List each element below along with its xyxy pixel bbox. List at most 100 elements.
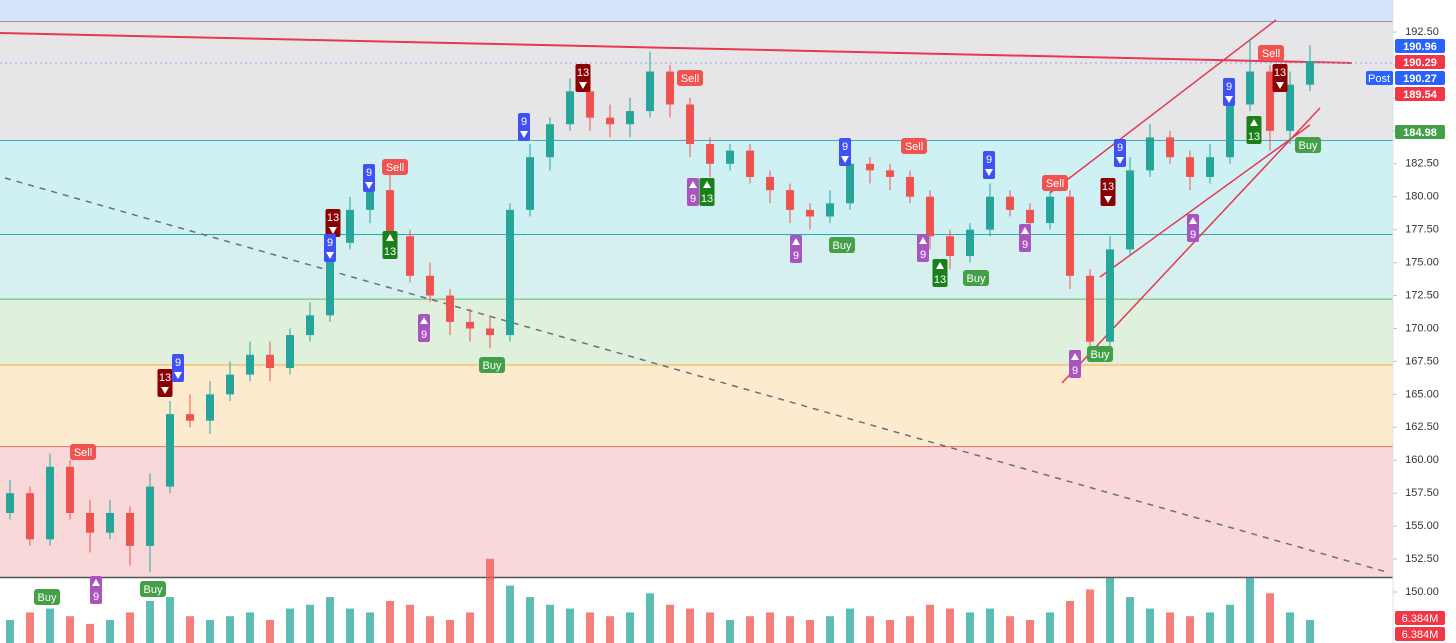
volume-bar — [1246, 577, 1254, 643]
signal-box — [677, 70, 703, 86]
y-tick-label: 172.50 — [1405, 289, 1439, 301]
volume-bar — [1286, 612, 1294, 643]
volume-bar — [626, 612, 634, 643]
signal-box — [687, 178, 699, 206]
price-tag-label: 190.96 — [1403, 41, 1437, 53]
y-tick-label: 160.00 — [1405, 454, 1439, 466]
volume-bar — [766, 612, 774, 643]
channel-line — [1061, 107, 1321, 384]
volume-bar — [406, 604, 414, 643]
volume-tag — [1395, 611, 1445, 625]
signals: Buy 9 Buy Sell 13 9 13 9 9 Sell 13 9 Buy 9 13 Sell 9 13 9 S… — [34, 45, 1321, 605]
signal-box — [1019, 224, 1031, 252]
volume-bar — [1106, 577, 1114, 643]
candle-body — [1086, 275, 1094, 342]
signal-arrow — [174, 372, 182, 379]
level-band — [0, 447, 1393, 578]
signal-text: Buy — [1091, 349, 1110, 361]
volume-bar — [786, 616, 794, 643]
signal-arrow — [1189, 217, 1197, 224]
signal-label: 9 — [839, 138, 851, 166]
volume-bar — [986, 608, 994, 643]
candle-body — [246, 354, 254, 375]
volume-bar — [66, 616, 74, 643]
signal-text: 13 — [1102, 181, 1114, 193]
candle-body — [426, 275, 434, 296]
volume-bar — [1226, 604, 1234, 643]
signal-label: 9 — [983, 151, 995, 179]
signal-box — [382, 231, 398, 259]
signal-box — [1246, 116, 1262, 144]
signal-box — [325, 209, 341, 237]
signal-label: 13 — [699, 178, 715, 206]
signal-box — [34, 589, 60, 605]
candle-body — [666, 71, 674, 105]
candle-body — [966, 229, 974, 257]
candle-body — [946, 236, 954, 257]
signal-label: 13 — [1246, 116, 1262, 144]
volume-bar — [966, 612, 974, 643]
candle-body — [1066, 196, 1074, 276]
signal-label: 13 — [932, 259, 948, 287]
candle-body — [166, 414, 174, 487]
signal-label: 9 — [90, 576, 102, 604]
signal-arrow — [420, 317, 428, 324]
signal-text: Sell — [905, 141, 923, 153]
signal-box — [70, 444, 96, 460]
signal-arrow — [1071, 353, 1079, 360]
signal-text: 9 — [1022, 239, 1028, 251]
volume-bar — [246, 612, 254, 643]
dashed-trend-line — [4, 177, 1391, 574]
signal-arrow — [579, 82, 587, 89]
volume-bar — [6, 620, 14, 643]
signal-arrow — [161, 387, 169, 394]
volume-bar — [366, 612, 374, 643]
candle-body — [846, 163, 854, 204]
signal-text: 9 — [842, 141, 848, 153]
signal-box — [1042, 175, 1068, 191]
candle-body — [746, 150, 754, 177]
signal-arrow — [326, 252, 334, 259]
signal-box — [575, 64, 591, 92]
signal-text: 9 — [1117, 142, 1123, 154]
volume-bar — [1066, 600, 1074, 643]
signal-label: Sell — [382, 159, 408, 175]
volume-bar — [1186, 616, 1194, 643]
signal-box — [839, 138, 851, 166]
candle-body — [526, 157, 534, 210]
volume-bar — [286, 608, 294, 643]
volume-tag-label: 6.384M — [1402, 629, 1439, 641]
candle-body — [6, 493, 14, 513]
signal-text: 13 — [1274, 67, 1286, 79]
signal-text: 13 — [577, 67, 589, 79]
signal-label: 9 — [1114, 139, 1126, 167]
candle-body — [446, 295, 454, 322]
candle-body — [326, 242, 334, 316]
signal-text: 13 — [159, 372, 171, 384]
volume-bar — [1006, 616, 1014, 643]
candle-body — [286, 335, 294, 369]
signal-arrow — [1250, 119, 1258, 126]
volume-bar — [1266, 593, 1274, 643]
signal-label: 13 — [575, 64, 591, 92]
signal-box — [157, 369, 173, 397]
volume-bar — [686, 608, 694, 643]
price-tag — [1395, 55, 1445, 69]
candle-body — [1286, 84, 1294, 131]
signal-label: 9 — [518, 113, 530, 141]
channel-line — [1099, 124, 1311, 278]
candle-body — [986, 196, 994, 230]
volume-bar — [706, 612, 714, 643]
signal-text: 13 — [1248, 131, 1260, 143]
signal-arrow — [689, 181, 697, 188]
candle-body — [1046, 196, 1054, 224]
price-tag — [1395, 71, 1445, 85]
candle-body — [1186, 157, 1194, 177]
candle-body — [926, 196, 934, 237]
price-tag — [1395, 125, 1445, 139]
candle-body — [706, 144, 714, 164]
candle-body — [586, 91, 594, 118]
candle-body — [886, 170, 894, 177]
volume-bar — [1086, 589, 1094, 643]
